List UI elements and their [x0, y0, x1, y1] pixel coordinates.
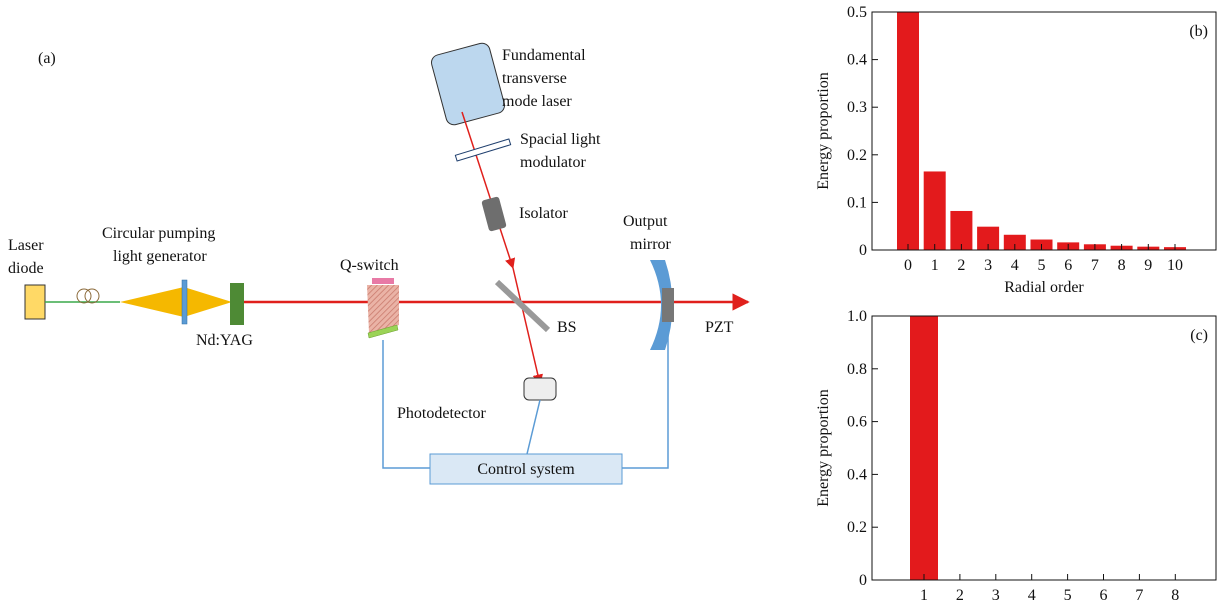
label: Laser — [8, 237, 44, 254]
label: diode — [8, 260, 44, 277]
axes-frame — [872, 12, 1216, 250]
x-tick-label: 2 — [957, 257, 965, 274]
y-tick-label: 1.0 — [847, 308, 867, 325]
label: BS — [557, 319, 577, 336]
y-tick-label: 0.2 — [847, 519, 867, 536]
x-tick-label: 1 — [920, 587, 928, 602]
y-tick-label: 0 — [859, 242, 867, 259]
bar — [924, 171, 946, 250]
q-switch-top — [372, 278, 394, 284]
plate — [182, 280, 187, 324]
y-tick-label: 0.6 — [847, 414, 867, 431]
x-tick-label: 0 — [904, 257, 912, 274]
y-tick-label: 0.3 — [847, 99, 867, 116]
label: Output — [623, 213, 668, 230]
x-tick-label: 6 — [1100, 587, 1108, 602]
x-tick-label: 4 — [1028, 587, 1036, 602]
x-tick-label: 5 — [1038, 257, 1046, 274]
bar — [897, 12, 919, 250]
wire — [527, 400, 540, 454]
label: Circular pumping — [102, 225, 215, 242]
y-tick-label: 0.1 — [847, 194, 867, 211]
label: mirror — [630, 236, 672, 253]
beam — [462, 112, 513, 268]
pump-cone — [187, 288, 232, 316]
fiber-coil — [85, 289, 99, 303]
isolator — [481, 196, 507, 232]
fundamental-laser — [430, 41, 507, 126]
label: Q-switch — [340, 257, 399, 274]
x-tick-label: 9 — [1144, 257, 1152, 274]
panel-label: (c) — [1190, 327, 1208, 344]
beam-splitter — [497, 282, 548, 330]
label: PZT — [705, 319, 734, 336]
x-tick-label: 8 — [1171, 587, 1179, 602]
pump-cone — [120, 287, 184, 317]
y-axis-label: Energy proportion — [815, 389, 832, 506]
x-tick-label: 8 — [1118, 257, 1126, 274]
x-tick-label: 5 — [1064, 587, 1072, 602]
y-tick-label: 0.2 — [847, 147, 867, 164]
label: modulator — [520, 154, 586, 171]
beam — [513, 268, 540, 384]
x-tick-label: 10 — [1167, 257, 1183, 274]
y-tick-label: 0 — [859, 572, 867, 589]
fiber-coil — [77, 289, 91, 303]
label: Control system — [477, 461, 575, 478]
panel-label: (a) — [38, 50, 56, 67]
label: mode laser — [502, 93, 572, 110]
x-tick-label: 7 — [1135, 587, 1143, 602]
x-tick-label: 1 — [931, 257, 939, 274]
x-axis-label: Radial order — [1004, 279, 1084, 296]
label: Nd:YAG — [196, 332, 253, 349]
y-tick-label: 0.8 — [847, 361, 867, 378]
wire — [383, 340, 430, 468]
crystal — [230, 283, 244, 325]
x-tick-label: 3 — [992, 587, 1000, 602]
label: Spacial light — [520, 131, 601, 148]
photodetector — [524, 378, 556, 400]
laser-diode — [25, 285, 45, 319]
label: Isolator — [519, 205, 569, 222]
y-axis-label: Energy proportion — [815, 72, 832, 189]
y-tick-label: 0.4 — [847, 466, 867, 483]
x-tick-label: 4 — [1011, 257, 1019, 274]
slm — [455, 139, 510, 161]
x-tick-label: 3 — [984, 257, 992, 274]
y-tick-label: 0.5 — [847, 4, 867, 21]
figure: (a) Laser diode Circular pumping light g… — [0, 0, 1219, 602]
y-tick-label: 0.4 — [847, 52, 867, 69]
label: Fundamental — [502, 47, 586, 64]
bar — [910, 316, 938, 580]
panel-label: (b) — [1189, 23, 1208, 40]
label: Photodetector — [397, 405, 487, 422]
x-tick-label: 7 — [1091, 257, 1099, 274]
diagram: (a) Laser diode Circular pumping light g… — [8, 41, 748, 484]
x-tick-label: 6 — [1064, 257, 1072, 274]
label: transverse — [502, 70, 567, 87]
x-tick-label: 2 — [956, 587, 964, 602]
label: light generator — [113, 248, 207, 265]
pzt — [662, 288, 674, 322]
